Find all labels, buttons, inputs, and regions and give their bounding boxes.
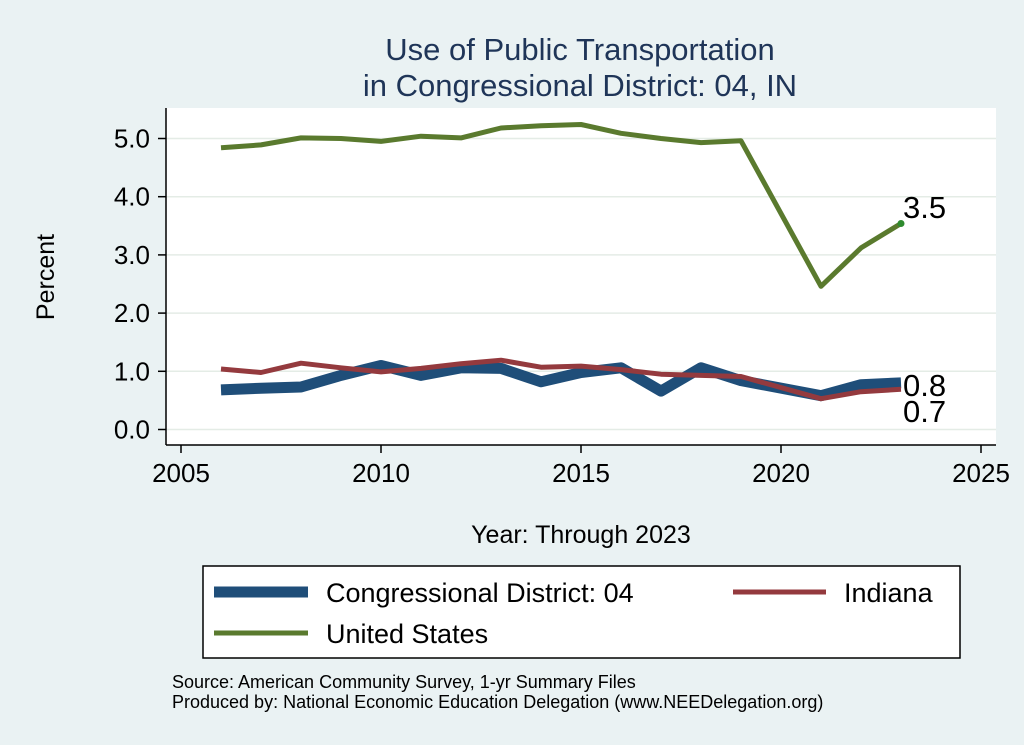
producer-note: Produced by: National Economic Education… [172,692,823,712]
y-tick-label: 0.0 [114,415,150,445]
x-tick-label: 2025 [952,458,1010,488]
x-tick-label: 2015 [552,458,610,488]
series-line-united-states [220,122,903,289]
series-lines [220,122,903,402]
x-tick-label: 2005 [152,458,210,488]
legend-label-united-states: United States [326,619,488,649]
legend: Congressional District: 04 Indiana Unite… [202,565,961,659]
plot-area [166,108,996,445]
chart-title-line-1: Use of Public Transportation [385,32,774,67]
x-tick-label: 2010 [352,458,410,488]
y-tick-label: 2.0 [114,298,150,328]
y-tick-label: 5.0 [114,124,150,154]
y-tick-label: 3.0 [114,240,150,270]
chart-title-line-2: in Congressional District: 04, IN [363,68,797,103]
end-label-indiana: 0.7 [903,394,946,429]
y-tick-label: 1.0 [114,356,150,386]
end-label-united-states: 3.5 [903,190,946,225]
axes: 0.0 1.0 2.0 3.0 4.0 5.0 2005 2010 2015 2020 2025 [114,108,1010,488]
source-note: Source: American Community Survey, 1-yr … [172,672,636,692]
y-tick-label: 4.0 [114,182,150,212]
end-label-congressional-district-04: 0.8 [903,368,946,403]
series-line-indiana [220,357,902,402]
x-tick-label: 2020 [752,458,810,488]
legend-label-indiana: Indiana [844,578,934,608]
end-labels: 0.80.7 3.5 [897,190,946,429]
y-axis-label: Percent [32,234,60,320]
legend-box [202,565,961,659]
legend-label-congressional-district: Congressional District: 04 [326,578,634,608]
united-states-end-marker [897,219,905,227]
x-axis-label: Year: Through 2023 [471,521,691,549]
